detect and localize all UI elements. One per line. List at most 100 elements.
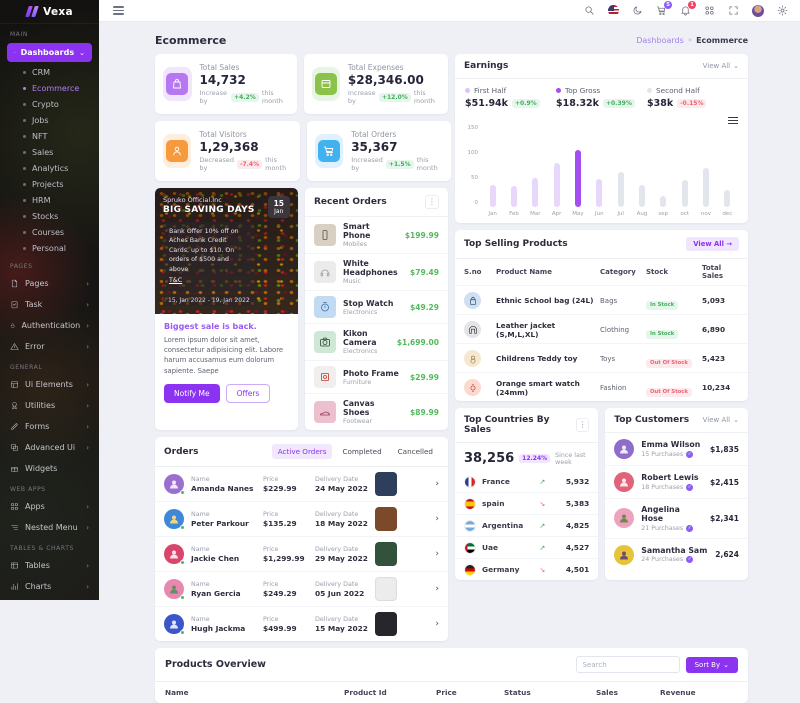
sidebar-item-dashboards[interactable]: Dashboards ⌄	[7, 43, 92, 62]
order-row[interactable]: Name Hugh Jackma Price $499.99 Delivery Da…	[155, 607, 448, 641]
customer-row[interactable]: Angelina Hose 21 Purchases ✓ $2,341	[605, 499, 748, 539]
recent-order-row[interactable]: Kikon Camera Electronics $1,699.00	[305, 324, 448, 361]
sidebar-item-task[interactable]: Task ›	[0, 294, 99, 315]
top-customers-title: Top Customers	[614, 415, 690, 425]
top-selling-row[interactable]: Childrens Teddy toy Toys Out Of Stock 5,…	[455, 343, 748, 372]
tab-completed[interactable]: Completed	[342, 447, 382, 456]
sidebar-item-charts[interactable]: Charts ›	[0, 576, 99, 597]
smart-watch-thumb-icon	[464, 379, 481, 396]
bar-column-Jun[interactable]: Jun	[589, 179, 610, 217]
gear-icon[interactable]	[777, 5, 788, 16]
breadcrumb-dashboards[interactable]: Dashboards	[636, 35, 684, 45]
sidebar-item-ecommerce[interactable]: Ecommerce	[0, 80, 99, 96]
order-row[interactable]: Name Jackie Chen Price $1,299.99 Delivery …	[155, 537, 448, 572]
sidebar-item-utilities[interactable]: Utilities ›	[0, 395, 99, 416]
bar-column-nov[interactable]: nov	[695, 168, 716, 217]
recent-order-row[interactable]: Canvas Shoes Footwear $89.99	[305, 394, 448, 430]
user-avatar[interactable]	[752, 4, 764, 17]
bar-column-oct[interactable]: oct	[674, 180, 695, 217]
recent-order-row[interactable]: Smart Phone Mobiles $199.99	[305, 217, 448, 254]
country-row[interactable]: Germany ↘ 4,501	[455, 559, 598, 580]
cart-button[interactable]: 5	[656, 1, 672, 16]
sidebar-item-jobs[interactable]: Jobs	[0, 112, 99, 128]
country-row[interactable]: Argentina ↗ 4,825	[455, 515, 599, 537]
top-selling-view-all-button[interactable]: View All →	[686, 237, 739, 251]
country-row[interactable]: spain ↘ 5,383	[455, 493, 599, 515]
chart-menu-icon[interactable]	[728, 115, 738, 126]
sidebar-item-nested-menu[interactable]: Nested Menu ›	[0, 517, 99, 538]
order-row[interactable]: Name Ryan Gercia Price $249.29 Delivery Da…	[155, 572, 448, 607]
sidebar-item-authentication[interactable]: Authentication ›	[0, 315, 99, 336]
bar-column-sep[interactable]: sep	[653, 196, 674, 217]
bar-column-May[interactable]: May	[567, 150, 588, 217]
bar-column-Jan[interactable]: Jan	[482, 185, 503, 217]
product-category: Furniture	[343, 378, 372, 386]
bar-column-Mar[interactable]: Mar	[525, 178, 546, 217]
chevron-right-icon[interactable]: ›	[435, 619, 439, 629]
chevron-right-icon[interactable]: ›	[435, 584, 439, 594]
order-row[interactable]: Name Amanda Nanes Price $229.99 Delivery D…	[155, 467, 448, 502]
earnings-view-all[interactable]: View All ⌄	[703, 62, 739, 70]
sidebar-item-label: Ecommerce	[32, 83, 80, 93]
chevron-right-icon[interactable]: ›	[435, 479, 439, 489]
bar-column-Feb[interactable]: Feb	[503, 186, 524, 217]
bar-column-Aug[interactable]: Aug	[631, 185, 652, 217]
apps-grid-icon[interactable]	[704, 5, 715, 16]
sidebar-item-analytics[interactable]: Analytics	[0, 160, 99, 176]
sidebar-item-advanced-ui[interactable]: Advanced Ui ›	[0, 437, 99, 458]
tab-active-orders[interactable]: Active Orders	[271, 444, 333, 459]
brand-logo[interactable]: Vexa	[0, 0, 99, 24]
bar-column-Apr[interactable]: Apr	[546, 163, 567, 217]
verified-badge-icon: ✓	[686, 556, 694, 564]
sidebar-item-sales[interactable]: Sales	[0, 144, 99, 160]
chevron-right-icon[interactable]: ›	[435, 549, 439, 559]
language-flag-icon[interactable]	[608, 5, 619, 16]
sidebar-item-ui-elements[interactable]: Ui Elements ›	[0, 374, 99, 395]
top-selling-row[interactable]: Ethnic School bag (24L) Bags In Stock 5,…	[455, 285, 748, 314]
notify-me-button[interactable]: Notify Me	[164, 383, 220, 403]
top-selling-row[interactable]: Orange smart watch (24mm) Fashion Out Of…	[455, 372, 748, 401]
arrow-right-icon: →	[726, 240, 732, 248]
sidebar-item-courses[interactable]: Courses	[0, 224, 99, 240]
sidebar-item-projects[interactable]: Projects	[0, 176, 99, 192]
search-icon[interactable]	[584, 5, 595, 16]
sidebar-item-forms[interactable]: Forms ›	[0, 416, 99, 437]
dark-mode-moon-icon[interactable]	[632, 5, 643, 16]
kebab-menu-icon[interactable]: ⋮	[425, 195, 439, 209]
sidebar-item-stocks[interactable]: Stocks	[0, 208, 99, 224]
sidebar-item-tables[interactable]: Tables ›	[0, 555, 99, 576]
notifications-button[interactable]: 1	[680, 1, 696, 16]
sidebar-item-nft[interactable]: NFT	[0, 128, 99, 144]
customer-row[interactable]: Emma Wilson 15 Purchases ✓ $1,835	[605, 433, 748, 466]
sidebar-item-crm[interactable]: CRM	[0, 64, 99, 80]
customers-view-all[interactable]: View All ⌄	[703, 416, 739, 424]
recent-order-row[interactable]: White Headphones Music $79.49	[305, 254, 448, 291]
order-row[interactable]: Name Peter Parkour Price $135.29 Delivery …	[155, 502, 448, 537]
sidebar-item-apps[interactable]: Apps ›	[0, 496, 99, 517]
fullscreen-icon[interactable]	[728, 5, 739, 16]
promo-date-month: Jan	[274, 208, 284, 215]
sidebar-item-hrm[interactable]: HRM	[0, 192, 99, 208]
chevron-right-icon[interactable]: ›	[435, 514, 439, 524]
recent-order-row[interactable]: Stop Watch Electronics $49.29	[305, 291, 448, 324]
recent-order-row[interactable]: Photo Frame Furniture $29.99	[305, 361, 448, 394]
tab-cancelled[interactable]: Cancelled	[397, 447, 433, 456]
kebab-menu-icon[interactable]: ⋮	[575, 418, 590, 432]
sidebar-item-personal[interactable]: Personal	[0, 240, 99, 256]
promo-tnc-link[interactable]: T&C	[169, 277, 183, 285]
sort-by-button[interactable]: Sort By ⌄	[685, 656, 738, 673]
country-row[interactable]: France ↗ 5,932	[455, 471, 599, 493]
offers-button[interactable]: Offers	[225, 383, 271, 403]
sidebar-item-error[interactable]: Error ›	[0, 336, 99, 357]
search-input[interactable]	[575, 656, 680, 673]
customer-row[interactable]: Robert Lewis 18 Purchases ✓ $2,415	[605, 466, 748, 499]
bar-column-Jul[interactable]: Jul	[610, 172, 631, 217]
customer-row[interactable]: Samantha Sam 24 Purchases ✓ 2,624	[605, 539, 748, 571]
sidebar-toggle-icon[interactable]	[113, 4, 124, 17]
country-row[interactable]: Uae ↗ 4,527	[455, 537, 599, 559]
sidebar-item-widgets[interactable]: Widgets	[0, 458, 99, 479]
top-selling-row[interactable]: Leather jacket (S,M,L,XL) Clothing In St…	[455, 314, 748, 343]
bar-column-dec[interactable]: dec	[717, 190, 738, 217]
sidebar-item-crypto[interactable]: Crypto	[0, 96, 99, 112]
sidebar-item-pages[interactable]: Pages ›	[0, 273, 99, 294]
